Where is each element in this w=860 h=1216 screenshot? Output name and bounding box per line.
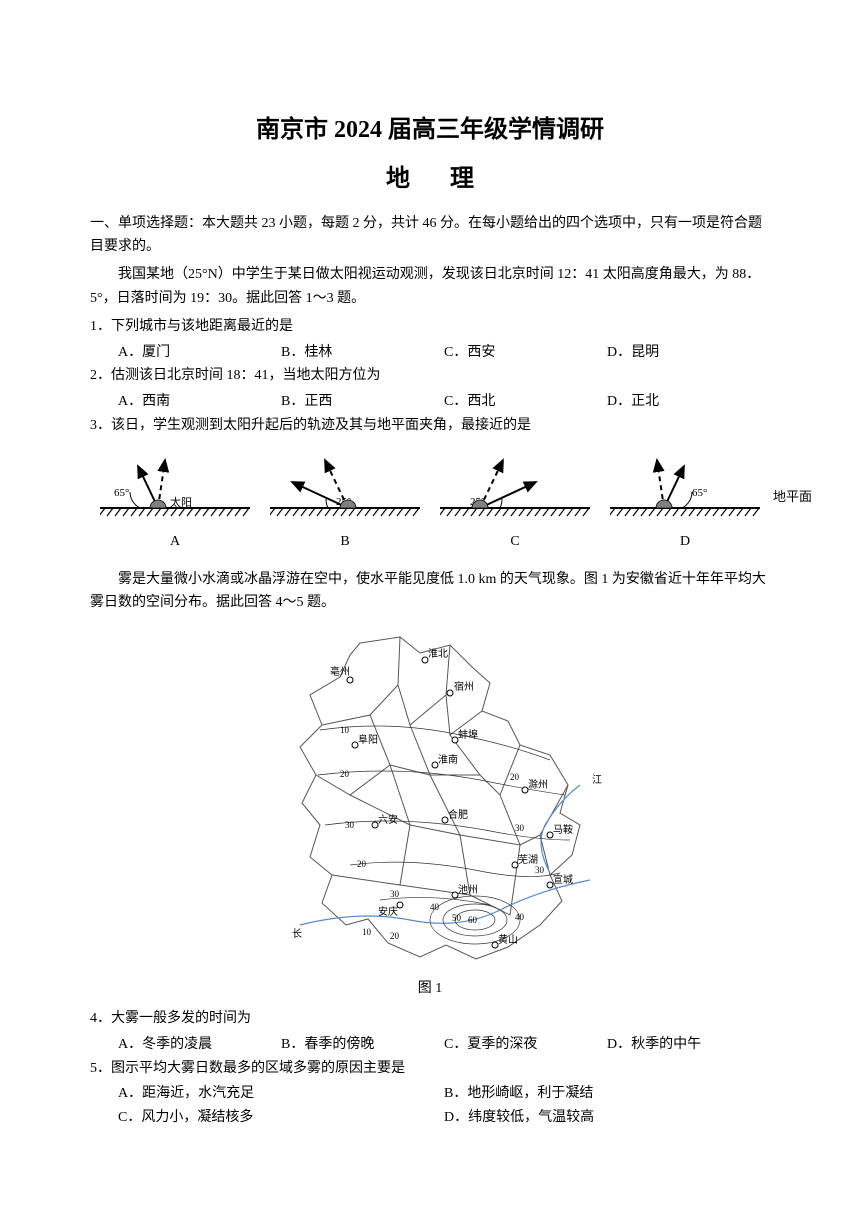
q1-option-a[interactable]: A．厦门 (118, 341, 281, 365)
city-label: 淮北 (428, 648, 448, 660)
contour-label: 30 (515, 823, 525, 833)
page-subtitle: 地理 (90, 159, 770, 200)
city-label: 六安 (378, 813, 398, 826)
diagram-d-angle: 65° (692, 487, 707, 499)
horizon-label: 地平面 (773, 486, 812, 508)
city-label: 宿州 (454, 680, 474, 693)
q1-options: A．厦门 B．桂林 C．西安 D．昆明 (90, 341, 770, 365)
contour-label: 50 (452, 913, 462, 923)
diagram-label-d[interactable]: D (600, 530, 770, 554)
q2-option-c[interactable]: C．西北 (444, 390, 607, 414)
city-label: 宣城 (553, 873, 573, 886)
diagram-b: 25° (260, 456, 430, 526)
contour-label: 20 (357, 859, 367, 869)
river-label-chang: 长 (292, 928, 302, 940)
q5-option-a[interactable]: A．距海近，水汽充足 (118, 1082, 444, 1106)
contour-label: 40 (430, 902, 440, 912)
contour-label: 30 (390, 889, 400, 899)
q5-option-d[interactable]: D．纬度较低，气温较高 (444, 1106, 770, 1130)
diagram-a-svg: 65° 太阳 (100, 456, 250, 526)
passage-2: 雾是大量微小水滴或冰晶浮游在空中，使水平能见度低 1.0 km 的天气现象。图 … (90, 568, 770, 616)
city-markers: 亳州 淮北 宿州 阜阳 蚌埠 淮南 滁州 六安 合肥 马鞍 芜湖 宣城 安庆 池… (330, 648, 573, 948)
diagram-c-svg: 25° (440, 456, 590, 526)
q4-option-c[interactable]: C．夏季的深夜 (444, 1033, 607, 1057)
diagram-d: 65° (600, 456, 770, 526)
city-label: 马鞍 (553, 823, 573, 836)
q3-diagrams: 65° 太阳 25° 25° (90, 456, 770, 526)
diagram-a-sun-label: 太阳 (170, 496, 192, 509)
q1-option-b[interactable]: B．桂林 (281, 341, 444, 365)
diagram-label-c[interactable]: C (430, 530, 600, 554)
city-label: 芜湖 (518, 853, 538, 866)
city-label: 阜阳 (358, 733, 378, 746)
page-title: 南京市 2024 届高三年级学情调研 (90, 110, 770, 151)
diagram-a-angle: 65° (114, 487, 129, 499)
q5-options: A．距海近，水汽充足 B．地形崎岖，利于凝结 C．风力小，凝结核多 D．纬度较低… (90, 1082, 770, 1130)
contour-label: 20 (390, 931, 400, 941)
diagram-a: 65° 太阳 (90, 456, 260, 526)
q2-option-d[interactable]: D．正北 (607, 390, 770, 414)
city-label: 淮南 (438, 753, 458, 766)
diagram-label-a[interactable]: A (90, 530, 260, 554)
q4-option-a[interactable]: A．冬季的凌晨 (118, 1033, 281, 1057)
q1-option-d[interactable]: D．昆明 (607, 341, 770, 365)
contour-label: 60 (468, 915, 478, 925)
contour-label: 40 (515, 912, 525, 922)
contour-label: 30 (535, 865, 545, 875)
city-label: 滁州 (528, 778, 548, 791)
contour-label: 30 (345, 820, 355, 830)
contour-label: 20 (510, 772, 520, 782)
river-label-jiang: 江 (592, 774, 602, 786)
q2-option-a[interactable]: A．西南 (118, 390, 281, 414)
city-label: 蚌埠 (458, 728, 478, 741)
passage-1: 我国某地（25°N）中学生于某日做太阳视运动观测，发现该日北京时间 12：41 … (90, 263, 770, 311)
q5-stem: 5．图示平均大雾日数最多的区域多雾的原因主要是 (90, 1057, 770, 1081)
diagram-c: 25° (430, 456, 600, 526)
contour-label: 10 (362, 927, 372, 937)
contour-label: 20 (340, 769, 350, 779)
q3-stem: 3．该日，学生观测到太阳升起后的轨迹及其与地平面夹角，最接近的是 (90, 414, 770, 438)
q2-option-b[interactable]: B．正西 (281, 390, 444, 414)
q4-option-d[interactable]: D．秋季的中午 (607, 1033, 770, 1057)
city-label: 池州 (458, 883, 478, 896)
city-label: 安庆 (378, 905, 398, 918)
anhui-map: 江 长 10 20 20 30 30 20 30 40 50 60 10 20 … (250, 625, 610, 975)
q4-option-b[interactable]: B．春季的傍晚 (281, 1033, 444, 1057)
q4-options: A．冬季的凌晨 B．春季的傍晚 C．夏季的深夜 D．秋季的中午 (90, 1033, 770, 1057)
city-label: 亳州 (330, 665, 350, 678)
q2-options: A．西南 B．正西 C．西北 D．正北 (90, 390, 770, 414)
diagram-b-svg: 25° (270, 456, 420, 526)
q2-stem: 2．估测该日北京时间 18：41，当地太阳方位为 (90, 364, 770, 388)
contour-label: 10 (340, 725, 350, 735)
city-label: 合肥 (448, 808, 468, 821)
q4-stem: 4．大雾一般多发的时间为 (90, 1007, 770, 1031)
q5-option-c[interactable]: C．风力小，凝结核多 (118, 1106, 444, 1130)
figure-1: 江 长 10 20 20 30 30 20 30 40 50 60 10 20 … (90, 625, 770, 975)
q1-option-c[interactable]: C．西安 (444, 341, 607, 365)
city-label: 黄山 (498, 933, 518, 946)
q1-stem: 1．下列城市与该地距离最近的是 (90, 315, 770, 339)
q5-option-b[interactable]: B．地形崎岖，利于凝结 (444, 1082, 770, 1106)
figure-1-caption: 图 1 (90, 977, 770, 1001)
section-1-heading: 一、单项选择题：本大题共 23 小题，每题 2 分，共计 46 分。在每小题给出… (90, 212, 770, 260)
diagram-d-svg: 65° (610, 456, 760, 526)
q3-diagram-labels: A B C D (90, 530, 770, 554)
diagram-label-b[interactable]: B (260, 530, 430, 554)
